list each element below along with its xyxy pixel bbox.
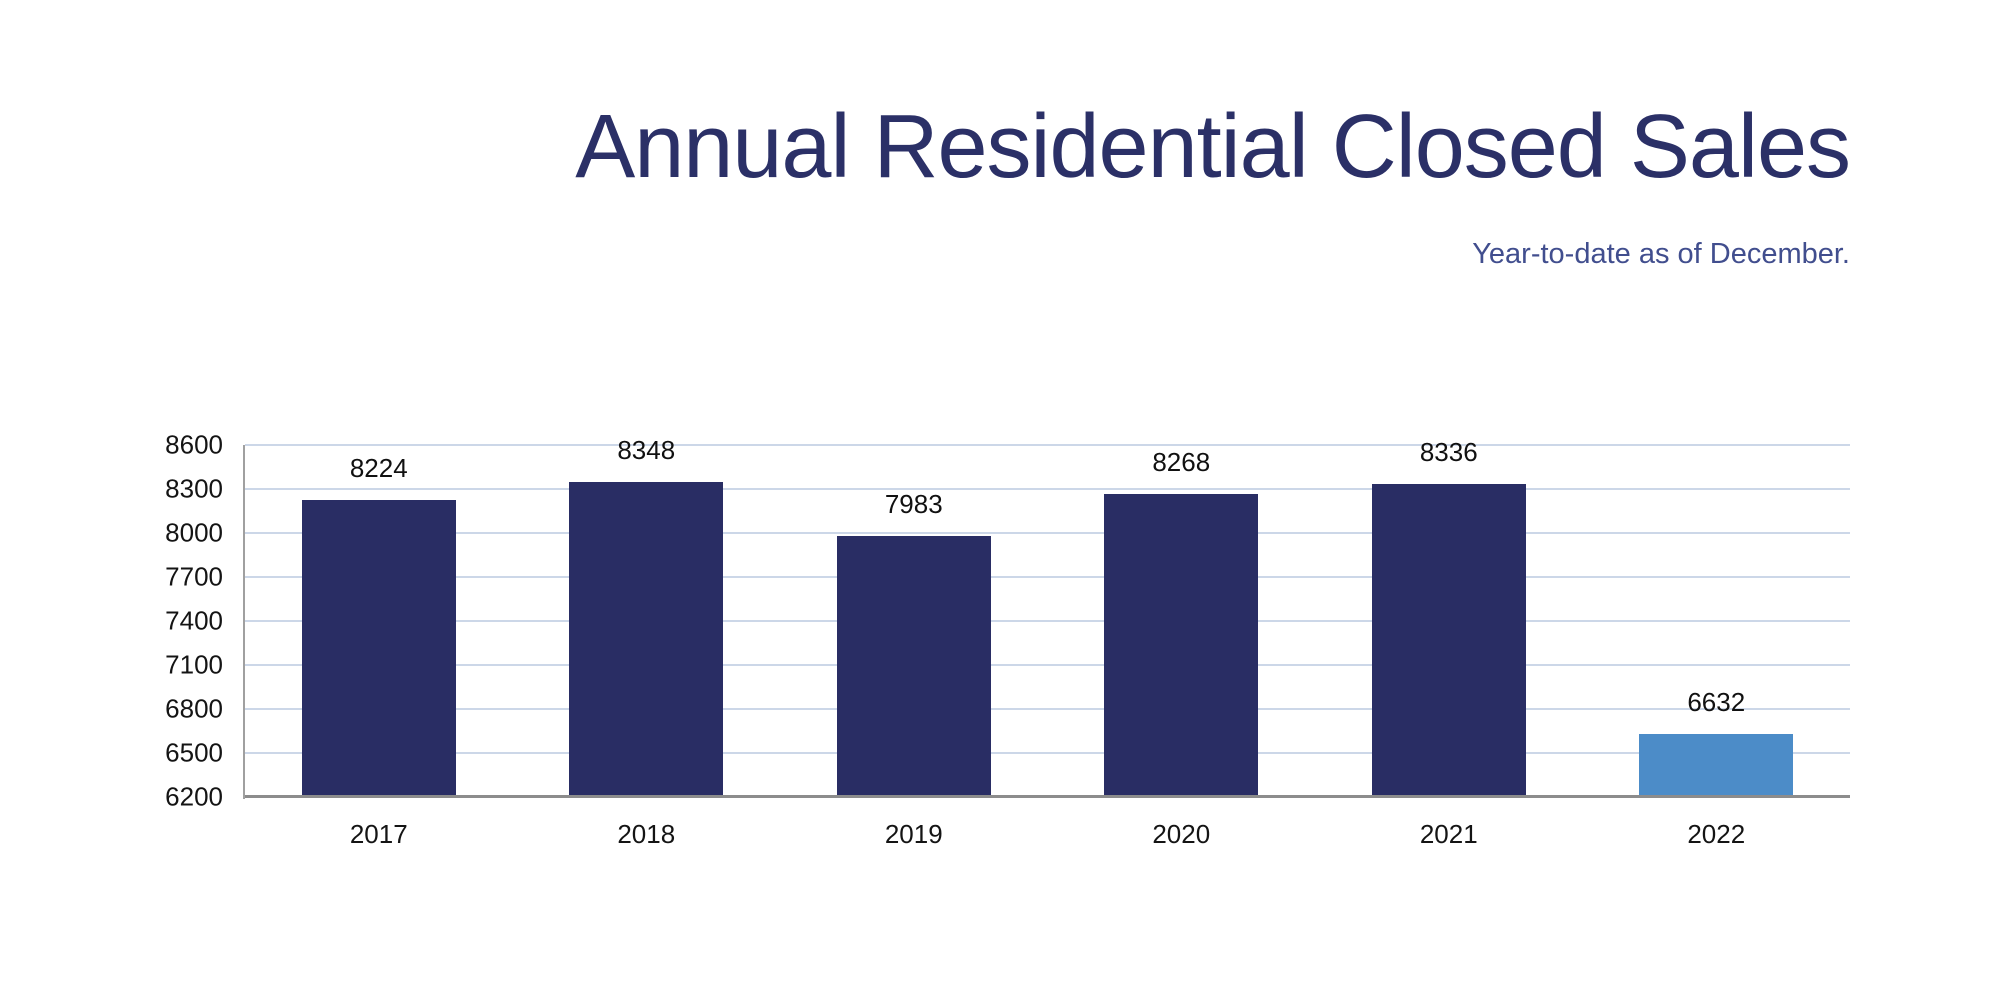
y-axis-tick-label: 8600 <box>165 429 223 460</box>
gridline <box>245 664 1850 666</box>
gridline <box>245 708 1850 710</box>
bar-value-label: 6632 <box>1687 686 1746 717</box>
bar-2020 <box>1104 493 1259 797</box>
gridline <box>245 532 1850 534</box>
y-axis-tick-label: 7100 <box>165 649 223 680</box>
bar-2017 <box>301 500 456 797</box>
bar-value-label: 8268 <box>1152 446 1211 477</box>
gridline <box>245 752 1850 754</box>
y-axis-line <box>243 445 245 799</box>
x-axis-category-label: 2021 <box>1419 819 1478 849</box>
bar-value-label: 7983 <box>884 488 943 519</box>
gridline <box>245 488 1850 490</box>
x-axis-line <box>245 795 1850 798</box>
x-axis-category-label: 2019 <box>884 819 943 849</box>
gridline <box>245 576 1850 578</box>
x-axis-category-label: 2017 <box>349 819 408 849</box>
bar-value-label: 8336 <box>1419 436 1478 467</box>
bar-chart-plot-area: 8224 2017 8348 2018 7983 2019 8268 2020 8336 2021… <box>243 436 1850 849</box>
chart-subtitle: Year-to-date as of December. <box>1472 238 1850 270</box>
y-axis-tick-label: 7400 <box>165 605 223 636</box>
y-axis-tick-label: 6500 <box>165 737 223 768</box>
chart-title: Annual Residential Closed Sales <box>575 97 1851 197</box>
x-axis-category-label: 2020 <box>1152 819 1211 849</box>
gridline <box>245 620 1850 622</box>
bar-2018 <box>569 481 724 797</box>
x-axis-category-label: 2022 <box>1687 819 1746 849</box>
y-axis-tick-label: 8300 <box>165 473 223 504</box>
y-axis-tick-label: 8000 <box>165 517 223 548</box>
bar-2022 <box>1639 733 1794 797</box>
bar-value-label: 8224 <box>349 453 408 484</box>
y-axis-tick-label: 6800 <box>165 693 223 724</box>
y-axis-tick-label: 7700 <box>165 561 223 592</box>
bar-value-label: 8348 <box>617 434 676 465</box>
x-axis-category-label: 2018 <box>617 819 676 849</box>
y-axis-tick-label: 6200 <box>165 781 223 812</box>
bar-2021 <box>1371 483 1526 797</box>
bar-2019 <box>836 535 991 797</box>
y-axis-labels: 6200 6500 6800 7100 7400 7700 8000 8300 8600 <box>105 430 223 812</box>
gridline <box>245 444 1850 446</box>
